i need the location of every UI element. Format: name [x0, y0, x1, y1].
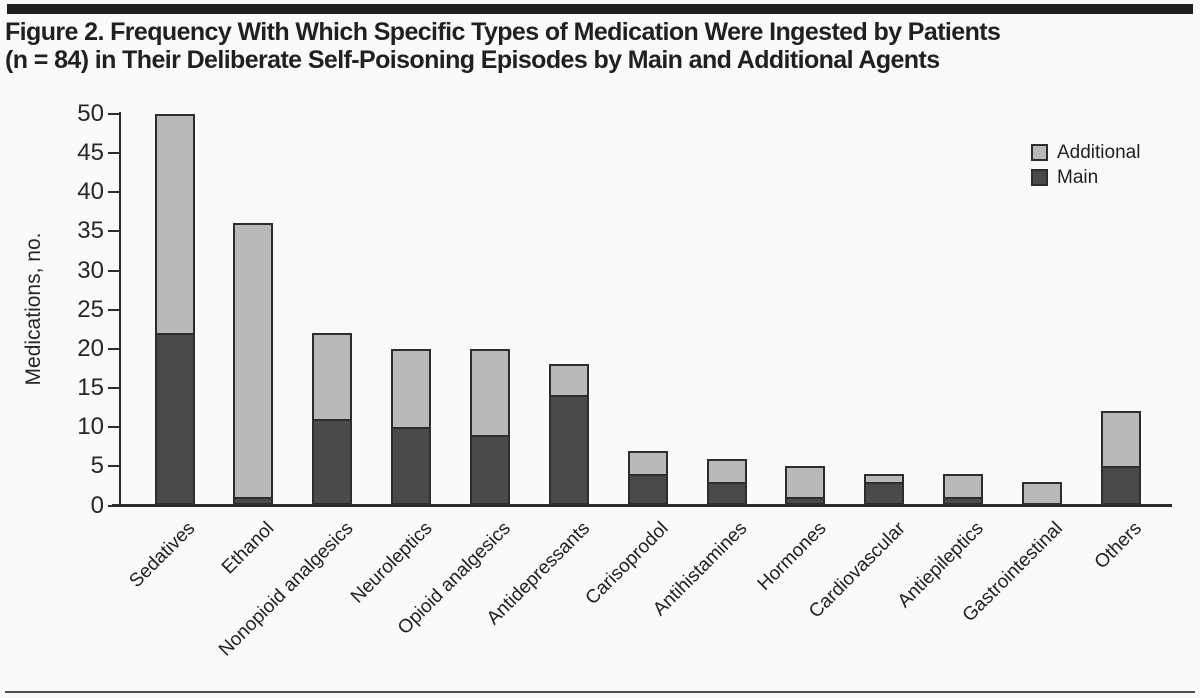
bar-segment-additional	[627, 451, 668, 474]
bar-segment-additional	[706, 459, 747, 482]
y-tick-5	[108, 465, 119, 468]
bar-segment-additional	[943, 474, 984, 497]
bar-segment-main	[233, 497, 274, 505]
bar-segment-additional	[391, 349, 432, 427]
top-rule	[7, 4, 1193, 14]
bar-neuroleptics	[391, 349, 432, 505]
bar-segment-main	[706, 482, 747, 505]
bar-opioid-analgesics	[469, 349, 510, 505]
bar-gastrointestinal	[1022, 482, 1063, 505]
bar-segment-additional	[548, 364, 589, 395]
bar-segment-additional	[154, 114, 195, 333]
y-tick-50	[108, 113, 119, 115]
bar-ethanol	[233, 223, 274, 505]
bar-segment-additional	[233, 223, 274, 497]
y-tick-label-40: 40	[77, 178, 104, 206]
bar-others	[1100, 411, 1141, 505]
bar-segment-main	[391, 427, 432, 505]
y-tick-35	[108, 230, 119, 233]
x-label-nonopioid-analgesics: Nonopioid analgesics	[214, 518, 358, 661]
y-tick-label-30: 30	[77, 256, 104, 284]
x-label-sedatives: Sedatives	[125, 518, 200, 592]
y-tick-label-45: 45	[77, 139, 104, 167]
bar-antiepileptics	[943, 474, 984, 505]
bar-segment-main	[548, 395, 589, 505]
y-tick-label-0: 0	[90, 491, 104, 519]
bar-segment-main	[469, 435, 510, 505]
bar-cardiovascular	[864, 474, 905, 505]
legend-swatch-additional-icon	[1031, 144, 1048, 161]
x-axis-line	[112, 504, 1172, 507]
bar-antidepressants	[548, 364, 589, 505]
legend-label-additional: Additional	[1057, 142, 1141, 163]
legend-row-main: Main	[1031, 167, 1140, 188]
y-axis-line	[119, 112, 121, 506]
y-tick-label-20: 20	[77, 334, 104, 362]
bar-sedatives	[154, 114, 195, 505]
y-tick-40	[108, 191, 119, 194]
y-tick-10	[108, 426, 119, 429]
bar-segment-additional	[312, 333, 353, 419]
bar-segment-main	[154, 333, 195, 505]
y-tick-25	[108, 308, 119, 311]
bar-segment-additional	[1100, 411, 1141, 466]
bar-segment-additional	[469, 349, 510, 435]
bar-segment-main	[627, 474, 668, 505]
y-tick-label-15: 15	[77, 374, 104, 402]
y-tick-label-25: 25	[77, 295, 104, 323]
bar-carisoprodol	[627, 451, 668, 505]
y-tick-20	[108, 347, 119, 350]
bar-antihistamines	[706, 459, 747, 505]
x-label-hormones: Hormones	[753, 518, 831, 595]
legend: Additional Main	[1031, 142, 1141, 188]
y-tick-label-50: 50	[77, 100, 104, 127]
bar-segment-additional	[1022, 482, 1063, 505]
legend-row-additional: Additional	[1031, 142, 1141, 163]
x-label-ethanol: Ethanol	[217, 518, 279, 579]
bar-segment-additional	[785, 466, 826, 497]
y-tick-label-5: 5	[90, 452, 104, 480]
bar-segment-main	[1100, 466, 1141, 505]
bar-segment-additional	[864, 474, 905, 482]
legend-label-main: Main	[1057, 167, 1099, 188]
bar-segment-main	[785, 497, 826, 505]
bar-segment-main	[312, 419, 353, 505]
y-tick-label-10: 10	[77, 413, 104, 441]
x-label-others: Others	[1090, 518, 1146, 574]
bar-hormones	[785, 466, 826, 505]
bar-segment-main	[864, 482, 905, 505]
y-tick-label-35: 35	[77, 217, 104, 245]
legend-swatch-main-icon	[1031, 169, 1048, 186]
figure-title-line2: (n = 84) in Their Deliberate Self-Poison…	[5, 46, 940, 74]
figure-title: Figure 2. Frequency With Which Specific …	[5, 18, 1001, 74]
y-tick-30	[108, 269, 119, 272]
y-tick-15	[108, 387, 119, 390]
bottom-rule	[5, 691, 1195, 693]
bar-nonopioid-analgesics	[312, 333, 353, 505]
figure-title-line1: Figure 2. Frequency With Which Specific …	[5, 18, 1001, 46]
y-tick-45	[108, 152, 119, 155]
bar-segment-main	[943, 497, 984, 505]
